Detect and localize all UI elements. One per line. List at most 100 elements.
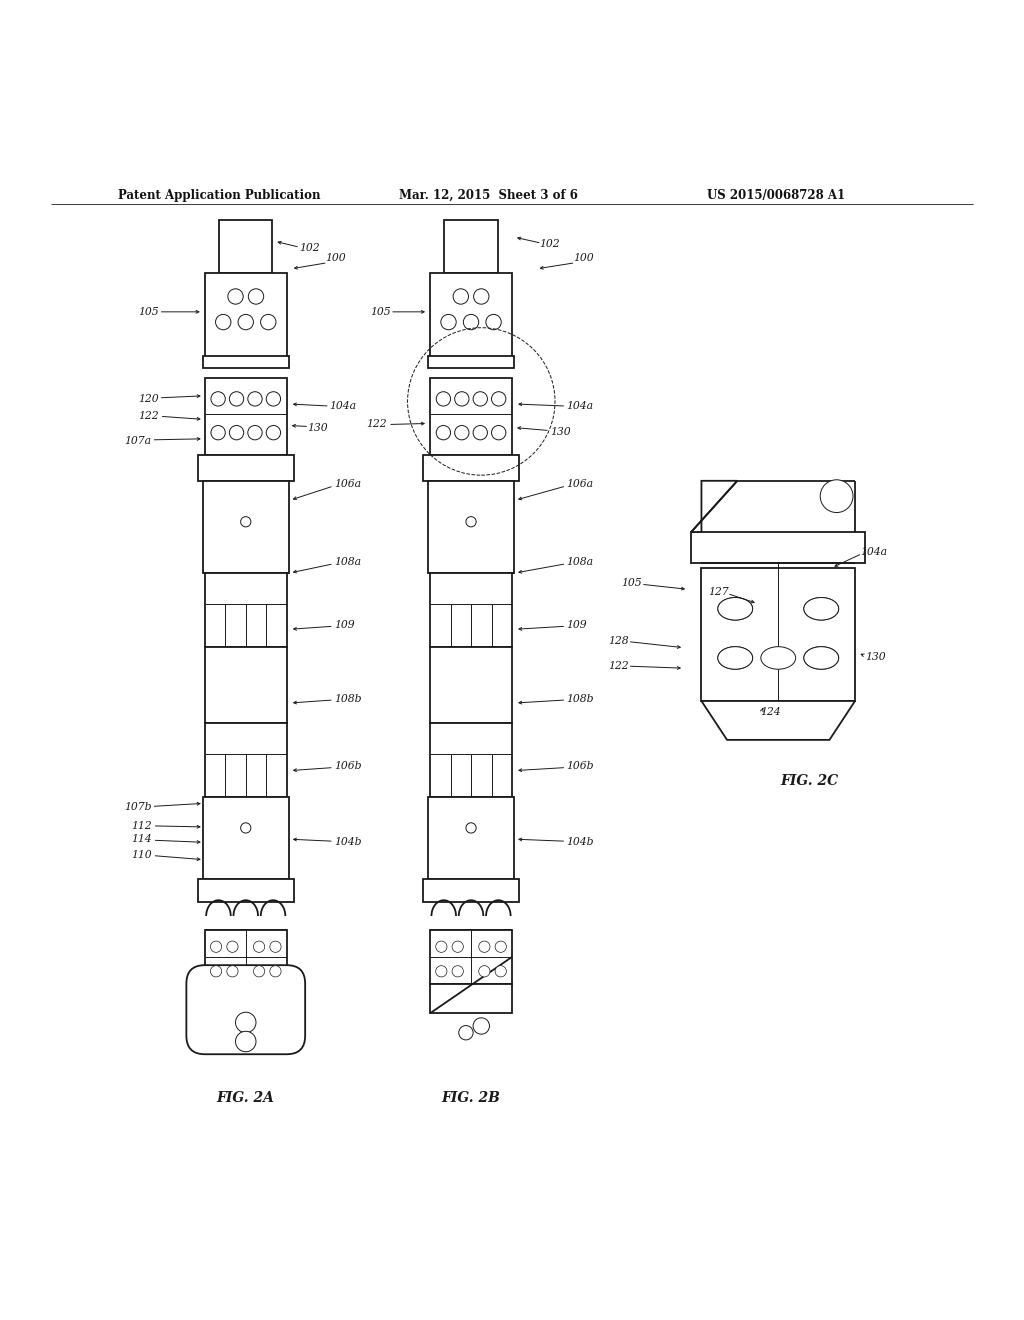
Text: 102: 102 bbox=[299, 243, 319, 253]
Polygon shape bbox=[701, 701, 855, 741]
Circle shape bbox=[820, 479, 853, 512]
Circle shape bbox=[211, 966, 221, 977]
Text: 108b: 108b bbox=[334, 694, 361, 704]
Bar bbox=[430, 273, 512, 358]
Circle shape bbox=[266, 425, 281, 440]
Circle shape bbox=[453, 966, 463, 977]
Bar bbox=[198, 455, 294, 480]
Text: 106b: 106b bbox=[566, 762, 594, 771]
Text: 122: 122 bbox=[138, 412, 159, 421]
Circle shape bbox=[236, 1012, 256, 1032]
Text: 102: 102 bbox=[540, 239, 560, 249]
Text: FIG. 2B: FIG. 2B bbox=[441, 1092, 501, 1105]
Circle shape bbox=[239, 1032, 253, 1047]
Text: 108a: 108a bbox=[566, 557, 593, 566]
Ellipse shape bbox=[804, 598, 839, 620]
Circle shape bbox=[453, 289, 469, 304]
Bar bbox=[203, 356, 289, 368]
Bar bbox=[219, 219, 272, 273]
Circle shape bbox=[226, 941, 238, 952]
Circle shape bbox=[215, 314, 231, 330]
Text: 100: 100 bbox=[326, 252, 346, 263]
Bar bbox=[205, 573, 287, 647]
Circle shape bbox=[241, 822, 251, 833]
Circle shape bbox=[436, 941, 446, 952]
Bar bbox=[430, 983, 512, 1014]
Circle shape bbox=[459, 1026, 473, 1040]
Text: 105: 105 bbox=[622, 578, 642, 589]
Circle shape bbox=[479, 941, 490, 952]
Text: 104a: 104a bbox=[330, 401, 356, 411]
Bar bbox=[430, 647, 512, 723]
Ellipse shape bbox=[804, 647, 839, 669]
Bar bbox=[430, 379, 512, 455]
Circle shape bbox=[479, 966, 490, 977]
Text: Mar. 12, 2015  Sheet 3 of 6: Mar. 12, 2015 Sheet 3 of 6 bbox=[399, 189, 579, 202]
Bar bbox=[701, 568, 855, 701]
Bar bbox=[205, 723, 287, 797]
Circle shape bbox=[463, 314, 479, 330]
Text: 106b: 106b bbox=[334, 762, 361, 771]
Bar bbox=[691, 532, 865, 562]
Text: 105: 105 bbox=[138, 306, 159, 317]
Text: 114: 114 bbox=[131, 834, 152, 845]
Text: 108a: 108a bbox=[334, 557, 360, 566]
Text: 104a: 104a bbox=[860, 548, 887, 557]
Text: 127: 127 bbox=[709, 587, 729, 598]
Bar bbox=[205, 931, 287, 983]
Circle shape bbox=[254, 941, 264, 952]
Circle shape bbox=[496, 966, 507, 977]
Ellipse shape bbox=[718, 598, 753, 620]
Text: US 2015/0068728 A1: US 2015/0068728 A1 bbox=[707, 189, 845, 202]
Text: 120: 120 bbox=[138, 393, 159, 404]
Bar bbox=[423, 879, 519, 902]
Bar bbox=[428, 356, 514, 368]
Circle shape bbox=[227, 289, 244, 304]
Circle shape bbox=[455, 392, 469, 407]
Text: 108b: 108b bbox=[566, 694, 594, 704]
Circle shape bbox=[440, 314, 457, 330]
Text: 104b: 104b bbox=[566, 837, 594, 847]
FancyBboxPatch shape bbox=[186, 965, 305, 1055]
Text: 106a: 106a bbox=[334, 479, 360, 488]
Bar bbox=[430, 931, 512, 983]
Text: 106a: 106a bbox=[566, 479, 593, 488]
Circle shape bbox=[492, 425, 506, 440]
Bar bbox=[430, 723, 512, 797]
Circle shape bbox=[238, 314, 254, 330]
Circle shape bbox=[260, 314, 276, 330]
Circle shape bbox=[473, 425, 487, 440]
Bar bbox=[428, 480, 514, 573]
Text: 107a: 107a bbox=[125, 436, 152, 446]
Circle shape bbox=[473, 289, 489, 304]
Bar bbox=[428, 797, 514, 879]
Circle shape bbox=[248, 425, 262, 440]
Circle shape bbox=[436, 425, 451, 440]
Ellipse shape bbox=[718, 647, 753, 669]
Bar bbox=[423, 455, 519, 480]
Circle shape bbox=[466, 822, 476, 833]
Circle shape bbox=[226, 966, 238, 977]
Circle shape bbox=[211, 425, 225, 440]
Ellipse shape bbox=[804, 598, 839, 620]
Circle shape bbox=[492, 392, 506, 407]
Circle shape bbox=[211, 941, 221, 952]
Text: 112: 112 bbox=[131, 821, 152, 830]
Circle shape bbox=[211, 392, 225, 407]
Circle shape bbox=[473, 392, 487, 407]
Ellipse shape bbox=[804, 647, 839, 669]
Circle shape bbox=[496, 941, 507, 952]
Text: Patent Application Publication: Patent Application Publication bbox=[118, 189, 321, 202]
Circle shape bbox=[241, 516, 251, 527]
Circle shape bbox=[466, 516, 476, 527]
Ellipse shape bbox=[718, 647, 753, 669]
Circle shape bbox=[453, 941, 463, 952]
Circle shape bbox=[266, 392, 281, 407]
Circle shape bbox=[236, 1031, 256, 1052]
Circle shape bbox=[455, 425, 469, 440]
Text: 105: 105 bbox=[371, 306, 391, 317]
Bar bbox=[203, 480, 289, 573]
Text: FIG. 2A: FIG. 2A bbox=[217, 1092, 274, 1105]
Circle shape bbox=[229, 425, 244, 440]
Circle shape bbox=[254, 966, 264, 977]
